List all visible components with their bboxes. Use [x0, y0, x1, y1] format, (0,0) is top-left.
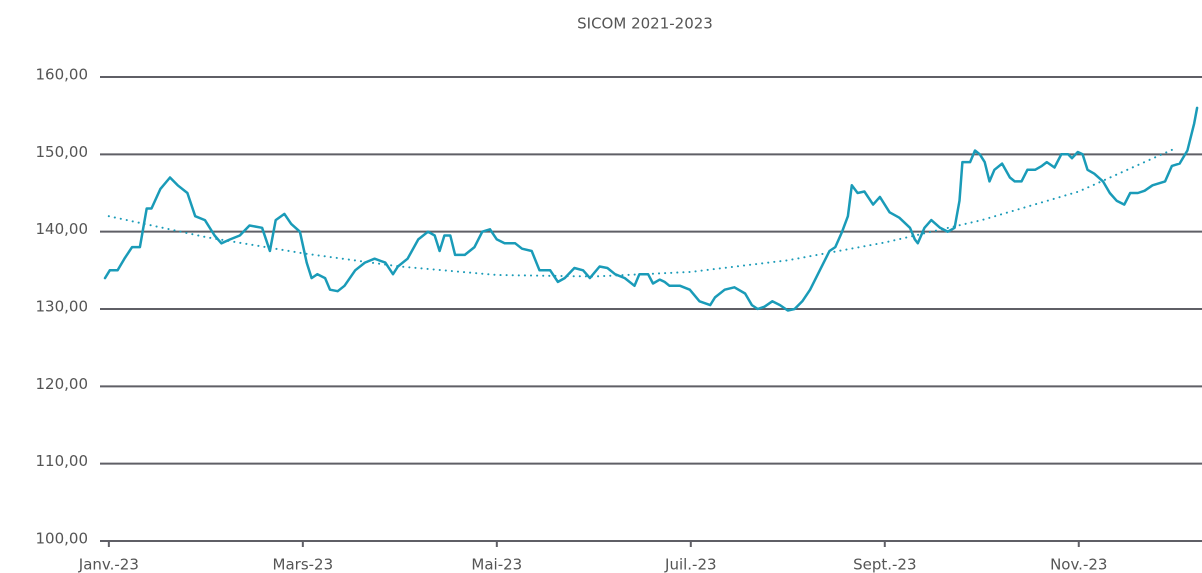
y-tick-label: 130,00 [36, 298, 89, 316]
x-tick-label: Mars-23 [273, 556, 334, 573]
y-tick-label: 150,00 [36, 143, 89, 161]
y-tick-label: 160,00 [36, 66, 89, 84]
x-tick-label: Sept.-23 [853, 556, 916, 573]
x-tick-label: Mai-23 [471, 556, 522, 573]
x-tick-label: Janv.-23 [78, 556, 139, 573]
x-tick-label: Juil.-23 [664, 556, 717, 573]
y-tick-label: 140,00 [36, 220, 89, 238]
y-tick-label: 110,00 [36, 452, 89, 470]
data-line [103, 106, 1199, 312]
y-tick-label: 100,00 [36, 530, 89, 548]
y-tick-label: 120,00 [36, 375, 89, 393]
x-tick-label: Nov.-23 [1050, 556, 1107, 573]
chart-title: SICOM 2021-2023 [577, 15, 713, 33]
trend-line [107, 147, 1177, 278]
